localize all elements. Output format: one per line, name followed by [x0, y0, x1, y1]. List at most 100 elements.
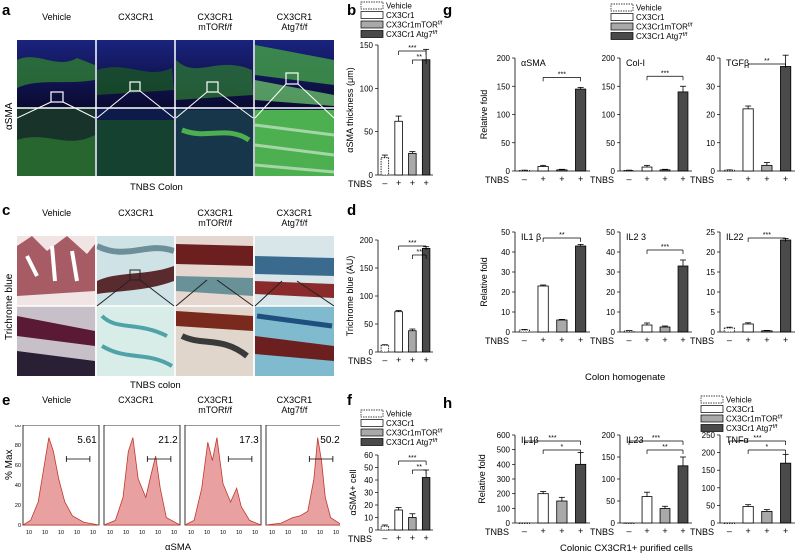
tnbs-sign: + — [662, 335, 667, 345]
column-label: CX3CR1 mTORf/f — [197, 208, 233, 228]
panel-c-label: c — [2, 202, 11, 219]
tnbs-sign: + — [410, 178, 415, 188]
panel-f-label: f — [347, 392, 352, 409]
bar — [394, 311, 403, 353]
bar — [761, 164, 773, 172]
y-tick-label: 200 — [497, 54, 511, 63]
axis-tick-label: 10 — [123, 530, 129, 536]
column-label: CX3CR1 mTORf/f — [197, 395, 233, 415]
y-tick-label: 0 — [711, 167, 716, 176]
legend-entry: Vehicle — [386, 2, 412, 11]
bar — [518, 522, 530, 524]
axis-tick-label: 10 — [155, 530, 161, 536]
panel-a-caption: TNBS Colon — [130, 182, 183, 193]
bar — [623, 330, 635, 333]
y-tick-label: 0 — [506, 519, 511, 528]
y-tick-label: 150 — [497, 82, 511, 91]
y-tick-label: 250 — [702, 431, 716, 440]
chart-title: IL2 3 — [626, 232, 646, 242]
bar — [659, 169, 671, 172]
bar — [780, 239, 792, 333]
legend-swatch — [360, 20, 384, 29]
axis-tick-label: 10 — [107, 530, 113, 536]
axis-tick-label: 10 — [26, 530, 32, 536]
y-tick-label: 40 — [606, 248, 615, 257]
y-tick-label: 200 — [497, 490, 511, 499]
axis-tick-label: 80 — [15, 443, 21, 449]
legend-swatch — [360, 438, 384, 446]
panel-b-label: b — [347, 2, 357, 19]
y-tick-label: 50 — [364, 464, 373, 473]
bar — [742, 108, 754, 172]
significance-stars: ** — [662, 444, 668, 451]
significance-stars: ** — [559, 232, 565, 239]
column-label: Vehicle — [42, 12, 72, 22]
significance-stars: * — [766, 444, 769, 451]
tnbs-sign: + — [745, 174, 750, 184]
legend-entry: CX3Cr1 — [386, 419, 415, 428]
y-tick-label: 50 — [706, 501, 715, 510]
y-tick-label: 0 — [711, 328, 716, 337]
axis-tick-label: 100 — [15, 425, 21, 429]
y-tick-label: 600 — [497, 431, 511, 440]
tnbs-label: TNBS — [348, 356, 372, 366]
bar — [780, 462, 792, 524]
bar — [537, 166, 549, 172]
tnbs-sign: + — [662, 526, 667, 536]
significance-stars: *** — [753, 435, 761, 442]
legend-superscript: f/f — [683, 32, 688, 38]
significance-stars: ** — [417, 54, 423, 61]
bar — [537, 285, 549, 333]
bar — [761, 330, 773, 333]
legend-swatch — [700, 414, 724, 423]
bar — [742, 323, 754, 333]
axis-tick-label: 60 — [15, 463, 21, 469]
y-tick-label: 20 — [706, 111, 715, 120]
y-tick-label: 0 — [506, 328, 511, 337]
y-tick-label: 15 — [706, 268, 715, 277]
bar — [518, 329, 530, 333]
tnbs-sign: + — [644, 335, 649, 345]
significance-stars: *** — [408, 240, 416, 247]
significance-stars: *** — [652, 435, 660, 442]
tnbs-sign: + — [783, 174, 788, 184]
legend-entry: CX3Cr1mTORf/f — [386, 429, 443, 438]
axis-tick-label: 10 — [90, 530, 96, 536]
y-tick-label: 150 — [360, 41, 374, 50]
chart-g_il22: 0 5 10 15 20 25 IL22 – + + + TNBS *** — [690, 228, 795, 346]
y-tick-label: 150 — [602, 82, 616, 91]
tnbs-sign: + — [745, 335, 750, 345]
tnbs-sign: – — [382, 533, 387, 543]
bar — [723, 522, 735, 524]
y-tick-label: 100 — [702, 484, 716, 493]
y-tick-label: 0 — [369, 171, 374, 180]
column-label: CX3CR1 Atg7f/f — [276, 208, 313, 228]
tnbs-sign: + — [662, 174, 667, 184]
panel-g-caption: Colon homogenate — [585, 372, 666, 383]
y-tick-label: 300 — [497, 475, 511, 484]
chart-g_col: 0 50 100 150 200 Col-I – + + + TNBS *** — [590, 54, 692, 185]
legend-swatch — [700, 405, 724, 413]
legend-entry: CX3Cr1mTORf/f — [386, 21, 443, 30]
legend-entry: CX3Cr1 — [386, 11, 415, 20]
axis-tick-label: 10 — [269, 530, 275, 536]
y-tick-label: 10 — [364, 514, 373, 523]
significance-stars: *** — [661, 70, 669, 77]
histogram-curve — [21, 437, 100, 526]
y-axis-label: Relative fold — [477, 454, 487, 504]
panel-e-label: e — [2, 392, 11, 409]
tnbs-sign: + — [578, 335, 583, 345]
legend-swatch — [610, 22, 634, 31]
y-tick-label: 0 — [369, 348, 374, 357]
axis-tick-label: 10 — [317, 530, 323, 536]
y-tick-label: 0 — [611, 328, 616, 337]
significance-stars: ** — [764, 58, 770, 65]
y-tick-label: 100 — [497, 111, 511, 120]
legend-entry: Vehicle — [636, 4, 662, 13]
tnbs-sign: + — [559, 335, 564, 345]
chart-g_il1: 0 10 20 30 40 50 Relative fold IL1 β – + + + TNBS ** — [479, 228, 590, 346]
